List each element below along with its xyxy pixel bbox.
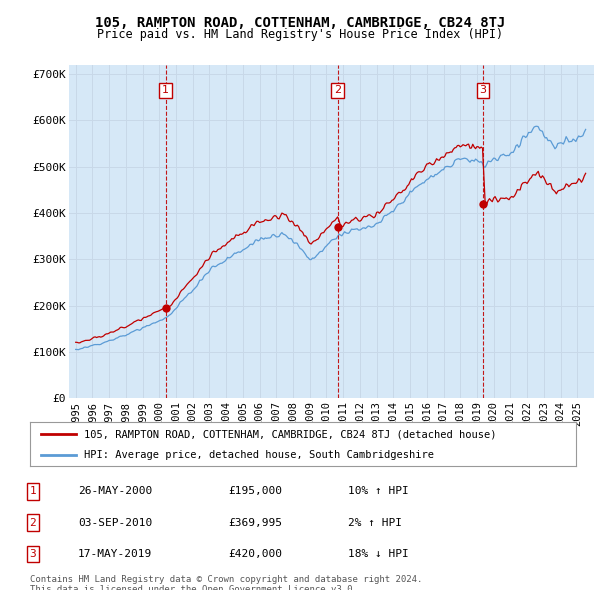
Text: 10% ↑ HPI: 10% ↑ HPI [348, 486, 409, 496]
Text: £369,995: £369,995 [228, 517, 282, 527]
Text: 26-MAY-2000: 26-MAY-2000 [78, 486, 152, 496]
Text: 105, RAMPTON ROAD, COTTENHAM, CAMBRIDGE, CB24 8TJ: 105, RAMPTON ROAD, COTTENHAM, CAMBRIDGE,… [95, 16, 505, 30]
Text: 2: 2 [29, 517, 37, 527]
Text: £195,000: £195,000 [228, 486, 282, 496]
Text: 3: 3 [479, 86, 487, 96]
Text: 03-SEP-2010: 03-SEP-2010 [78, 517, 152, 527]
Text: 3: 3 [29, 549, 37, 559]
Text: £420,000: £420,000 [228, 549, 282, 559]
Text: Contains HM Land Registry data © Crown copyright and database right 2024.
This d: Contains HM Land Registry data © Crown c… [30, 575, 422, 590]
Text: 1: 1 [162, 86, 169, 96]
Text: 17-MAY-2019: 17-MAY-2019 [78, 549, 152, 559]
Text: 1: 1 [29, 486, 37, 496]
Text: 105, RAMPTON ROAD, COTTENHAM, CAMBRIDGE, CB24 8TJ (detached house): 105, RAMPTON ROAD, COTTENHAM, CAMBRIDGE,… [83, 430, 496, 439]
Text: 2% ↑ HPI: 2% ↑ HPI [348, 517, 402, 527]
Text: HPI: Average price, detached house, South Cambridgeshire: HPI: Average price, detached house, Sout… [83, 450, 434, 460]
Text: 2: 2 [334, 86, 341, 96]
Text: 18% ↓ HPI: 18% ↓ HPI [348, 549, 409, 559]
Text: Price paid vs. HM Land Registry's House Price Index (HPI): Price paid vs. HM Land Registry's House … [97, 28, 503, 41]
